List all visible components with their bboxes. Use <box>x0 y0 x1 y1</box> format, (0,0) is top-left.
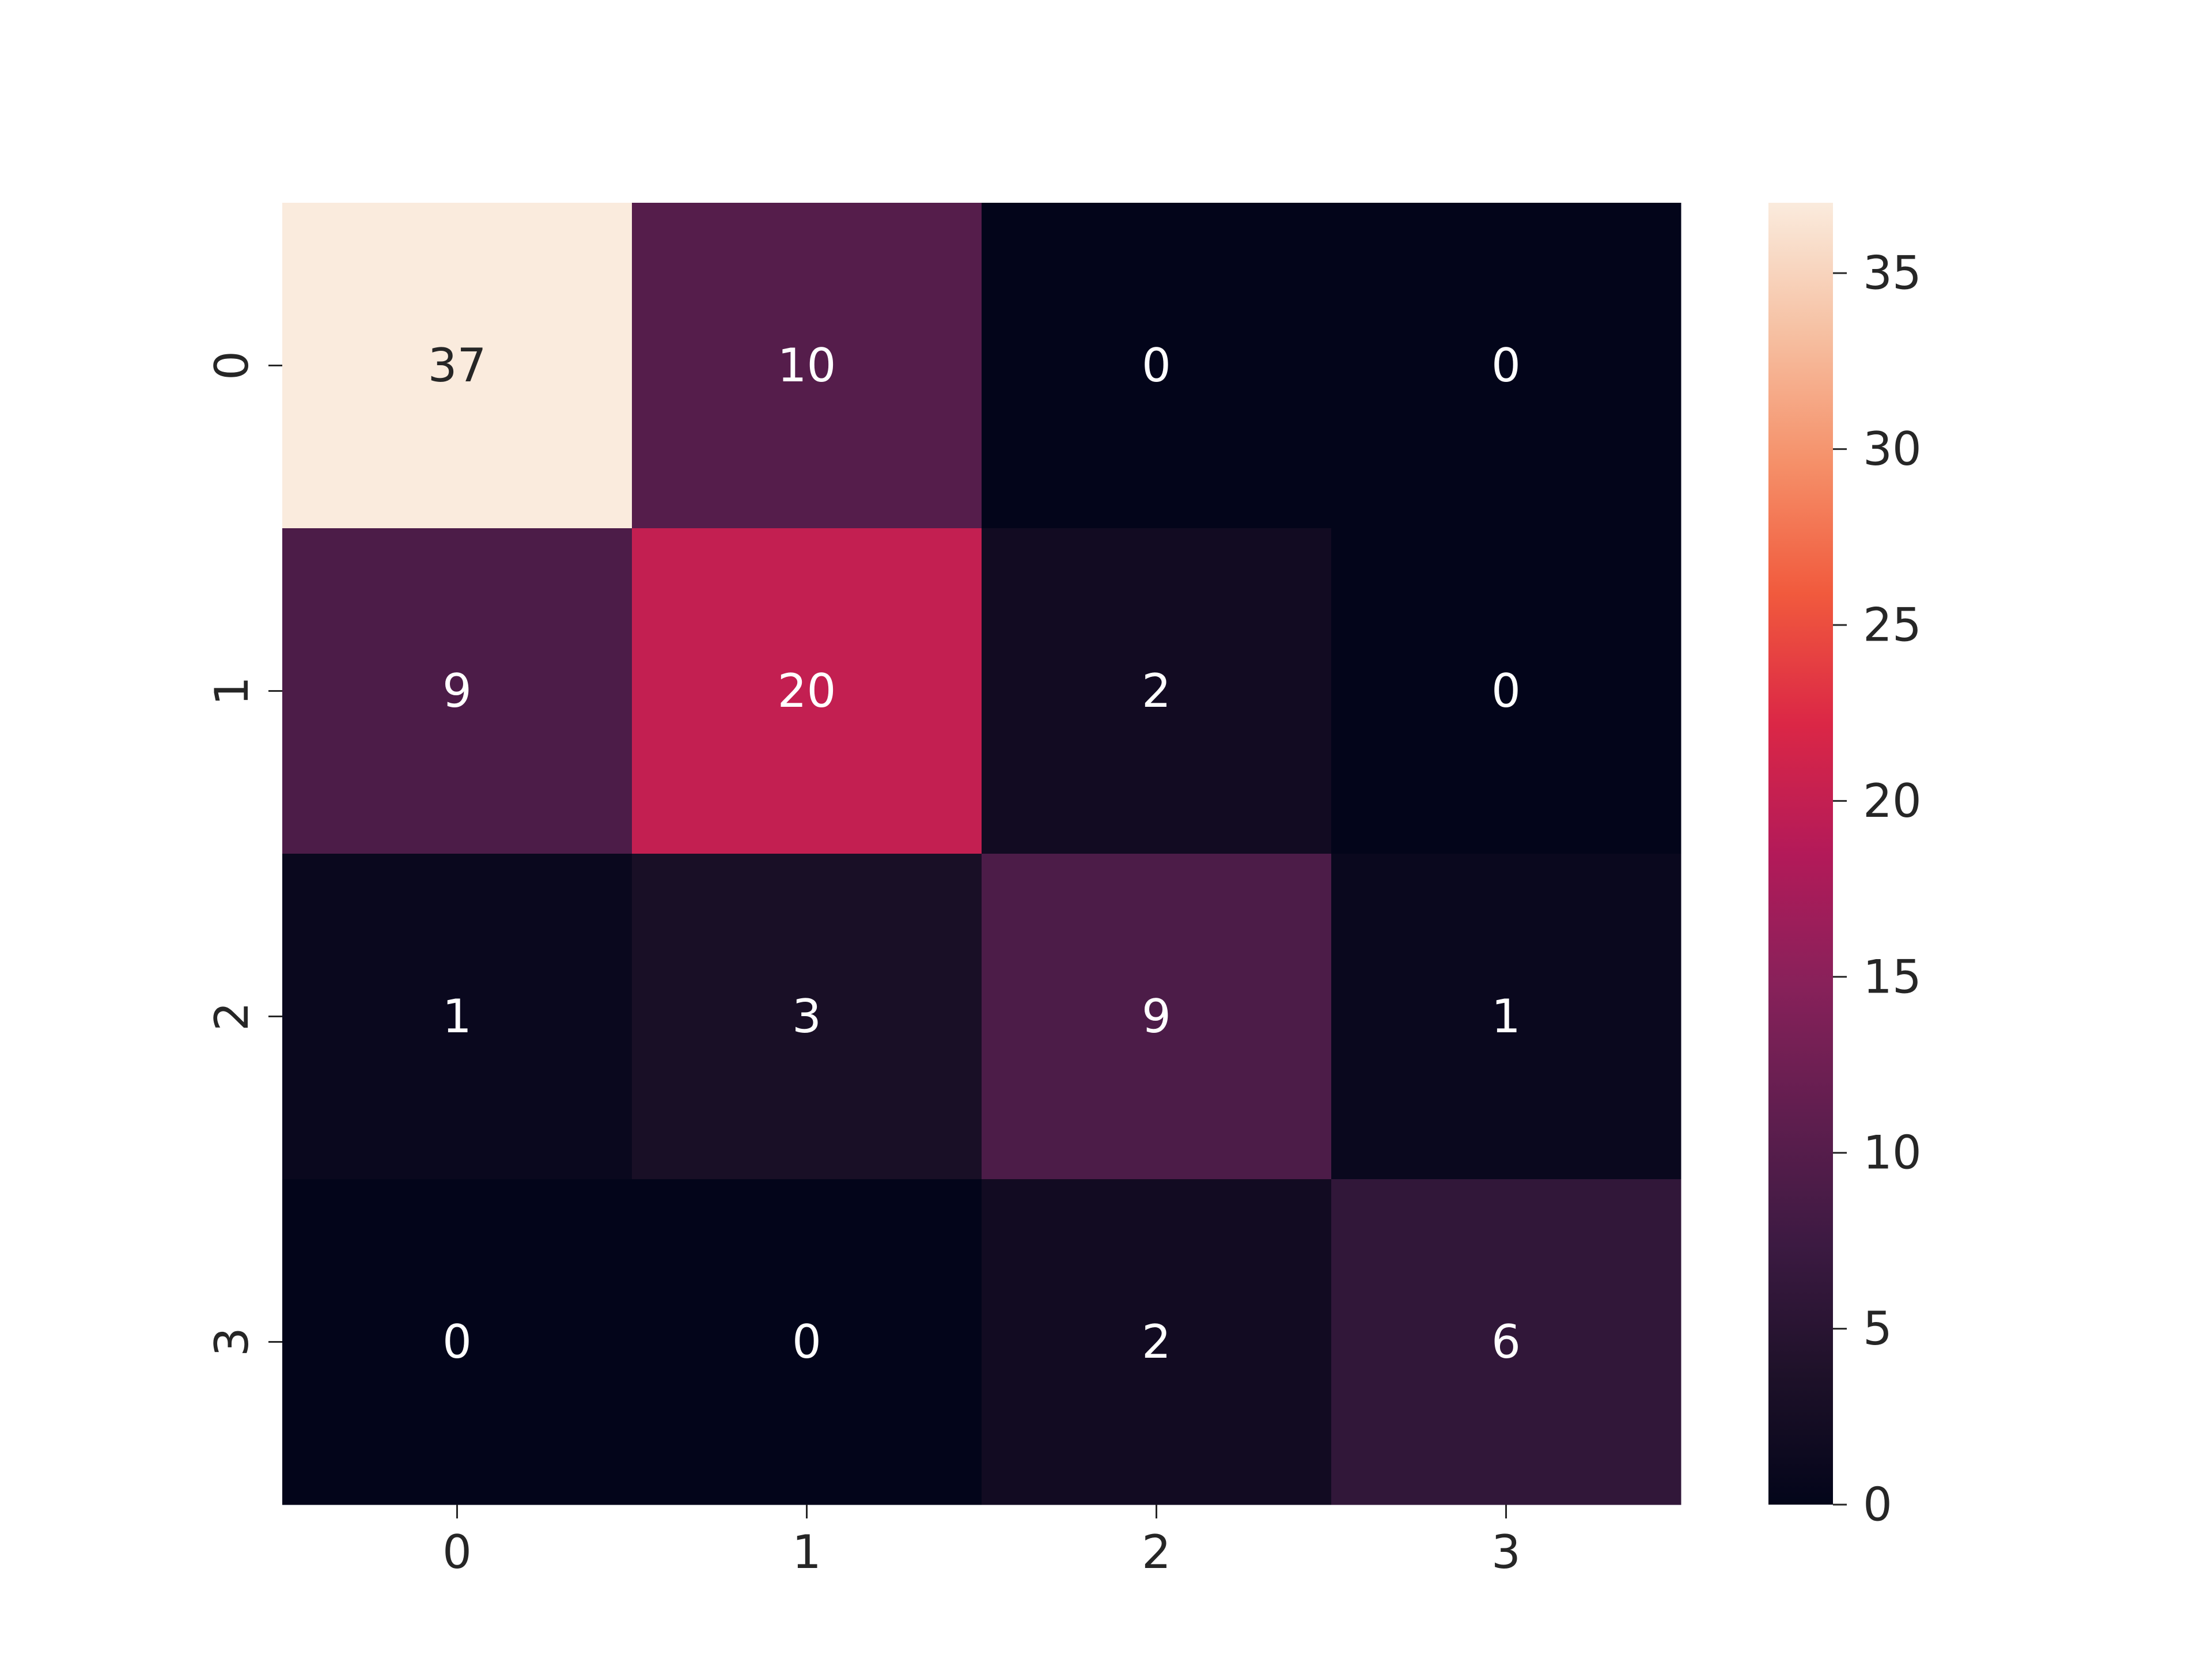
heatmap-cell-0-3 <box>1331 203 1681 529</box>
heatmap-cell-1-2 <box>982 528 1332 854</box>
cell-annotation-3-2: 2 <box>1142 1315 1171 1369</box>
heatmap-cell-0-1 <box>632 203 982 529</box>
heatmap-cell-3-0 <box>282 1179 632 1505</box>
x-axis: 0 1 2 3 <box>442 1505 1521 1579</box>
colorbar-tick-label-0: 0 <box>1863 1478 1892 1532</box>
cell-annotation-3-1: 0 <box>792 1315 821 1369</box>
x-tick-label-1: 1 <box>792 1525 821 1579</box>
colorbar-tick-label-7: 35 <box>1863 247 1922 300</box>
cell-annotation-3-0: 0 <box>442 1315 472 1369</box>
cell-annotations: 37 10 0 09 20 2 01 3 9 10 0 2 6 <box>428 339 1521 1369</box>
cell-annotation-2-3: 1 <box>1491 990 1521 1043</box>
heatmap-cells <box>282 203 1681 1505</box>
heatmap-cell-0-0 <box>282 203 632 529</box>
colorbar-tick-label-3: 15 <box>1863 950 1922 1003</box>
cell-annotation-3-3: 6 <box>1491 1315 1521 1369</box>
colorbar-tick-label-6: 30 <box>1863 422 1922 476</box>
colorbar-tick-label-2: 10 <box>1863 1126 1922 1180</box>
cell-annotation-0-3: 0 <box>1491 339 1521 392</box>
heatmap-cell-3-3 <box>1331 1179 1681 1505</box>
colorbar-tick-label-5: 25 <box>1863 598 1922 652</box>
y-tick-label-0: 0 <box>205 351 259 380</box>
x-tick-label-3: 3 <box>1491 1525 1521 1579</box>
heatmap-cell-2-2 <box>982 854 1332 1180</box>
colorbar: 0 5 10 15 20 25 30 35 <box>1768 203 1922 1532</box>
heatmap-cell-0-2 <box>982 203 1332 529</box>
cell-annotation-0-0: 37 <box>428 339 487 392</box>
heatmap-cell-2-3 <box>1331 854 1681 1180</box>
heatmap-cell-2-0 <box>282 854 632 1180</box>
cell-annotation-2-0: 1 <box>442 990 472 1043</box>
y-tick-label-3: 3 <box>205 1327 259 1357</box>
cell-annotation-2-1: 3 <box>792 990 821 1043</box>
colorbar-tick-label-1: 5 <box>1863 1302 1892 1355</box>
cell-annotation-1-3: 0 <box>1491 664 1521 718</box>
y-tick-label-1: 1 <box>205 676 259 706</box>
heatmap-cell-1-3 <box>1331 528 1681 854</box>
y-axis: 0 1 2 3 <box>205 351 282 1357</box>
heatmap-cell-3-2 <box>982 1179 1332 1505</box>
heatmap-cell-1-1 <box>632 528 982 854</box>
cell-annotation-2-2: 9 <box>1142 990 1171 1043</box>
cell-annotation-1-1: 20 <box>778 664 836 718</box>
y-tick-label-2: 2 <box>205 1002 259 1031</box>
heatmap-cell-1-0 <box>282 528 632 854</box>
heatmap-cell-2-1 <box>632 854 982 1180</box>
colorbar-tick-label-4: 20 <box>1863 774 1922 828</box>
cell-annotation-0-2: 0 <box>1142 339 1171 392</box>
x-tick-label-2: 2 <box>1142 1525 1171 1579</box>
cell-annotation-1-0: 9 <box>442 664 472 718</box>
x-tick-label-0: 0 <box>442 1525 472 1579</box>
heatmap-cell-3-1 <box>632 1179 982 1505</box>
cell-annotation-0-1: 10 <box>778 339 836 392</box>
cell-annotation-1-2: 2 <box>1142 664 1171 718</box>
colorbar-gradient <box>1768 203 1833 1505</box>
